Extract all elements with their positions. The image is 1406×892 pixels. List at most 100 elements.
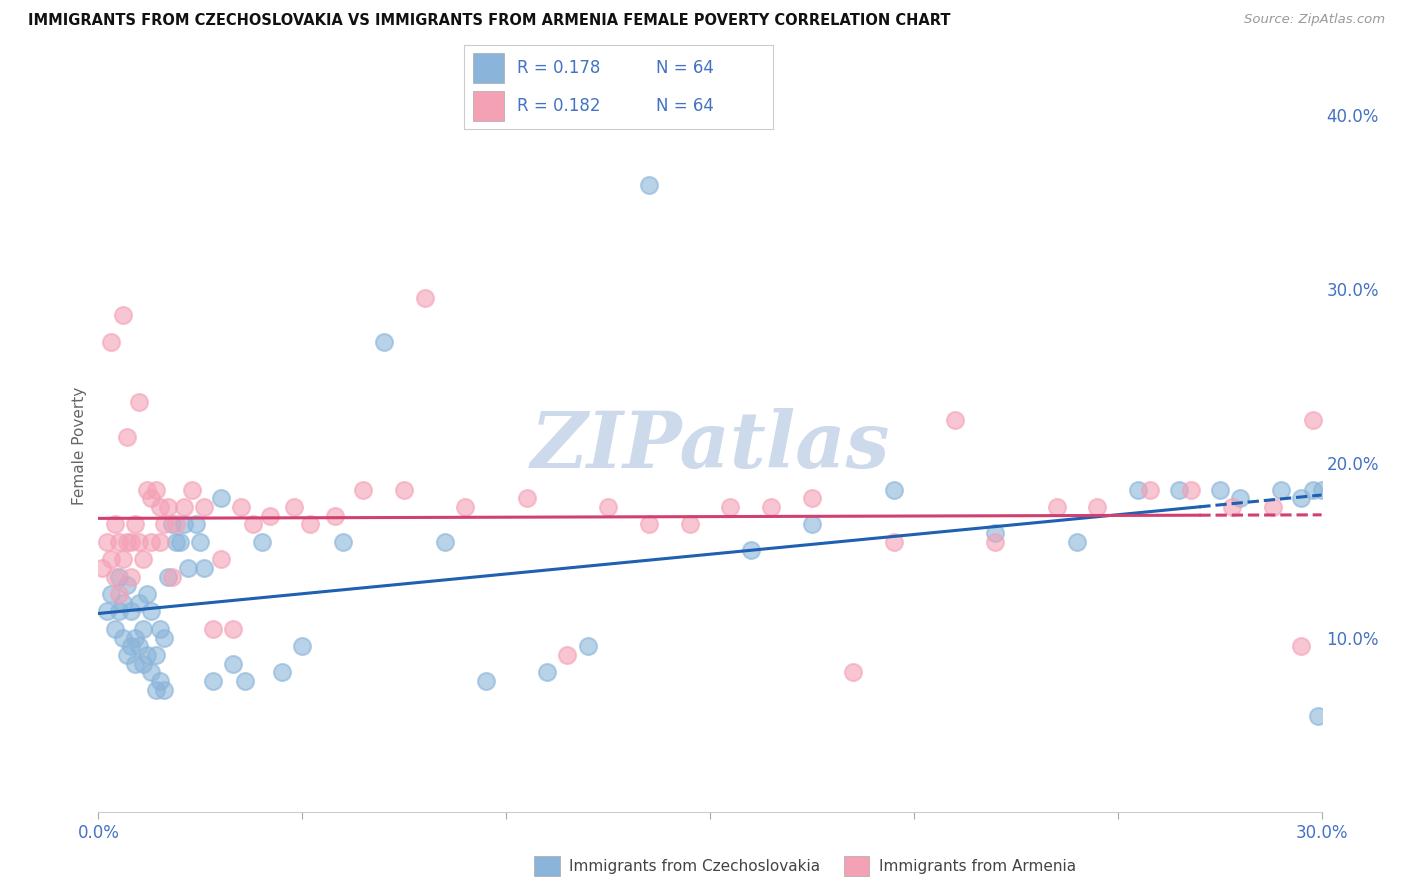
Point xyxy=(740,543,762,558)
FancyBboxPatch shape xyxy=(474,54,505,83)
Point xyxy=(299,517,322,532)
Point xyxy=(209,491,232,506)
Point xyxy=(270,665,294,680)
Point xyxy=(516,491,538,506)
Point xyxy=(1128,483,1150,497)
Text: Immigrants from Armenia: Immigrants from Armenia xyxy=(879,859,1076,873)
FancyBboxPatch shape xyxy=(474,91,505,120)
Text: R = 0.182: R = 0.182 xyxy=(516,96,600,114)
Point xyxy=(638,517,661,532)
Point xyxy=(149,534,172,549)
Point xyxy=(1291,491,1313,506)
Point xyxy=(108,604,131,618)
Point xyxy=(231,500,253,514)
Point xyxy=(149,674,172,689)
Text: ZIPatlas: ZIPatlas xyxy=(530,408,890,484)
Point xyxy=(141,534,163,549)
Point xyxy=(1085,500,1108,514)
Point xyxy=(141,491,163,506)
Point xyxy=(943,413,966,427)
Point xyxy=(100,587,122,601)
Point xyxy=(108,569,131,583)
Point xyxy=(454,500,477,514)
Point xyxy=(392,483,416,497)
Point xyxy=(173,517,195,532)
Point xyxy=(801,517,824,532)
Point xyxy=(373,334,395,349)
Point xyxy=(104,517,127,532)
Point xyxy=(1270,483,1292,497)
Point xyxy=(120,640,142,654)
Point xyxy=(1306,709,1329,723)
Point xyxy=(576,640,599,654)
Point xyxy=(128,534,150,549)
Y-axis label: Female Poverty: Female Poverty xyxy=(72,387,87,505)
Point xyxy=(413,291,436,305)
Point xyxy=(201,674,224,689)
Point xyxy=(111,552,134,566)
Point xyxy=(679,517,702,532)
Point xyxy=(115,534,138,549)
Point xyxy=(188,534,212,549)
Point xyxy=(557,648,579,662)
Point xyxy=(177,561,200,575)
Point xyxy=(124,517,146,532)
Point xyxy=(222,657,245,671)
Point xyxy=(132,622,155,636)
Point xyxy=(250,534,273,549)
Text: Immigrants from Czechoslovakia: Immigrants from Czechoslovakia xyxy=(569,859,821,873)
Point xyxy=(152,682,174,697)
Point xyxy=(111,309,134,323)
Point xyxy=(352,483,374,497)
Point xyxy=(156,500,179,514)
Text: N = 64: N = 64 xyxy=(655,96,714,114)
Point xyxy=(160,517,183,532)
Point xyxy=(141,665,163,680)
Point xyxy=(1167,483,1189,497)
Point xyxy=(152,631,174,645)
Point xyxy=(283,500,305,514)
Point xyxy=(291,640,314,654)
Point xyxy=(104,622,127,636)
Point xyxy=(173,500,195,514)
Point xyxy=(1261,500,1284,514)
Point xyxy=(149,500,172,514)
Point xyxy=(1045,500,1069,514)
Point xyxy=(128,640,150,654)
Point xyxy=(96,604,118,618)
Point xyxy=(136,587,159,601)
Point xyxy=(160,569,183,583)
Point xyxy=(984,526,1007,541)
Point xyxy=(115,648,138,662)
Point xyxy=(434,534,457,549)
Point xyxy=(1209,483,1232,497)
Point xyxy=(91,561,114,575)
Point xyxy=(149,622,172,636)
Point xyxy=(136,648,159,662)
Point xyxy=(474,674,498,689)
Point xyxy=(186,517,208,532)
Point xyxy=(169,534,191,549)
Point xyxy=(1310,483,1333,497)
Point xyxy=(1229,491,1251,506)
Point xyxy=(128,395,150,409)
Point xyxy=(259,508,281,523)
Point xyxy=(115,430,138,444)
Point xyxy=(100,552,122,566)
Point xyxy=(165,534,187,549)
Point xyxy=(108,534,131,549)
Point xyxy=(1139,483,1161,497)
Point xyxy=(111,596,134,610)
Text: R = 0.178: R = 0.178 xyxy=(516,60,600,78)
Point xyxy=(136,483,159,497)
Point xyxy=(120,534,142,549)
Point xyxy=(193,561,215,575)
Point xyxy=(883,534,905,549)
Point xyxy=(115,578,138,592)
Point xyxy=(841,665,863,680)
Point xyxy=(984,534,1007,549)
Point xyxy=(638,178,661,192)
Point xyxy=(801,491,824,506)
Point xyxy=(181,483,204,497)
Point xyxy=(145,682,167,697)
